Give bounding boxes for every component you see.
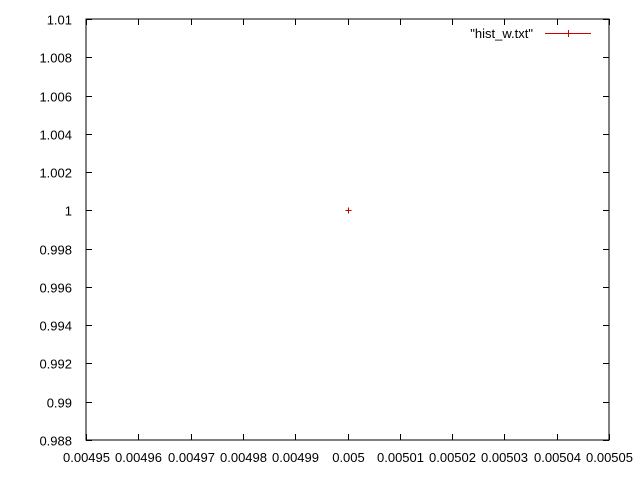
y-tick-label: 0.99 (47, 396, 72, 411)
x-tick-label: 0.00501 (377, 450, 424, 465)
data-point (345, 207, 352, 214)
x-tick-label: 0.005 (332, 450, 365, 465)
plot-frame (85, 18, 610, 441)
y-tick-label: 0.992 (39, 357, 72, 372)
x-tick-label: 0.00505 (586, 450, 633, 465)
y-tick-label: 1.008 (39, 51, 72, 66)
x-tick-label: 0.00498 (220, 450, 267, 465)
x-tick-label: 0.00502 (429, 450, 476, 465)
y-tick-label: 0.994 (39, 319, 72, 334)
axes-layer (85, 18, 610, 441)
y-tick-label: 0.988 (39, 434, 72, 449)
data-layer (345, 207, 352, 214)
x-tick-label: 0.00495 (63, 450, 110, 465)
y-tick-label: 1.002 (39, 166, 72, 181)
y-tick-label: 0.996 (39, 281, 72, 296)
y-tick-label: 1.006 (39, 90, 72, 105)
y-tick-label: 1.01 (47, 13, 72, 28)
legend: "hist_w.txt" (470, 26, 591, 41)
x-tick-label: 0.00497 (168, 450, 215, 465)
ticks-layer: 0.00495 0.00496 0.00497 0.00498 0.00499 0.005… (39, 13, 633, 466)
y-tick-label: 1.004 (39, 128, 72, 143)
y-tick-label: 0.998 (39, 243, 72, 258)
legend-label: "hist_w.txt" (470, 26, 533, 41)
x-tick-label: 0.00504 (534, 450, 581, 465)
y-tick-label: 1 (65, 204, 72, 219)
x-tick-label: 0.00503 (481, 450, 528, 465)
x-tick-label: 0.00496 (115, 450, 162, 465)
x-tick-label: 0.00499 (272, 450, 319, 465)
